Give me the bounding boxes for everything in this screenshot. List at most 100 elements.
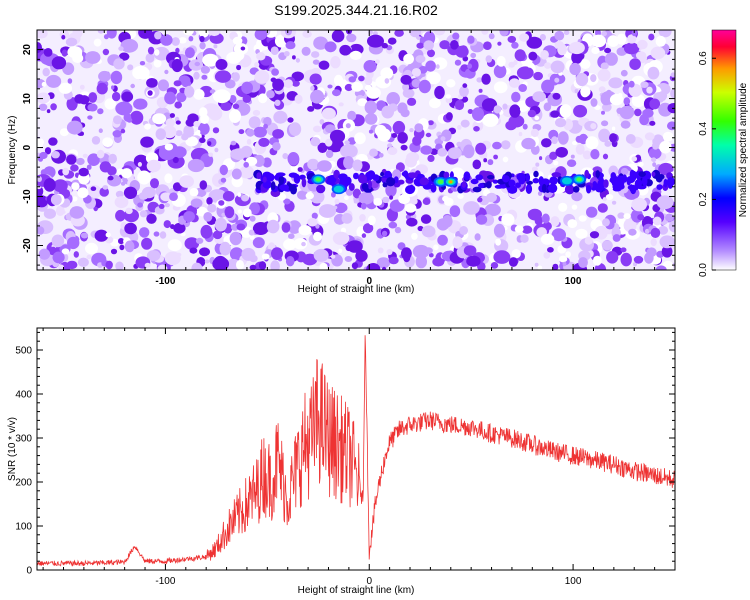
- heatmap-cell: [238, 129, 245, 135]
- heatmap-cell: [154, 31, 162, 40]
- heatmap-cell: [123, 186, 138, 199]
- heatmap-cell: [125, 207, 133, 215]
- heatmap-cell: [344, 83, 353, 92]
- heatmap-cell: [51, 56, 67, 70]
- heatmap-cell: [67, 78, 73, 84]
- heatmap-cell: [220, 177, 227, 183]
- heatmap-cell: [592, 255, 602, 266]
- heatmap-cell: [72, 30, 83, 39]
- heatmap-cell: [253, 126, 267, 138]
- x-tick-label: 0: [366, 576, 372, 587]
- heatmap-cell: [258, 93, 268, 104]
- heatmap-cell: [188, 36, 194, 42]
- heatmap-cell: [462, 83, 468, 88]
- heatmap-cell: [66, 260, 78, 270]
- heatmap-band-cell: [487, 175, 495, 180]
- heatmap-cell: [198, 30, 210, 38]
- heatmap-cell: [344, 256, 353, 262]
- heatmap-cell: [387, 143, 393, 148]
- heatmap-cell: [372, 31, 378, 36]
- heatmap-cell: [182, 30, 194, 36]
- heatmap-cell: [665, 213, 674, 222]
- heatmap-cell: [41, 81, 47, 87]
- heatmap-cell: [620, 69, 628, 77]
- heatmap-cell: [94, 229, 109, 242]
- heatmap-cell: [655, 35, 666, 47]
- heatmap-cell: [353, 199, 358, 204]
- heatmap-cell: [511, 41, 519, 49]
- snr-series-line: [37, 335, 675, 567]
- heatmap-cell: [426, 71, 441, 85]
- y-tick-label: 20: [22, 44, 33, 56]
- heatmap-cell: [338, 102, 344, 107]
- heatmap-cell: [307, 158, 319, 170]
- heatmap-cell: [535, 162, 540, 167]
- snr-x-label: Height of straight line (km): [298, 585, 415, 596]
- heatmap-cell: [133, 98, 148, 110]
- heatmap-cell: [629, 58, 641, 70]
- heatmap-cell: [332, 231, 350, 245]
- heatmap-cell: [77, 187, 89, 198]
- heatmap-cell: [111, 85, 115, 90]
- heatmap-cell: [467, 109, 474, 114]
- heatmap-cell: [266, 219, 280, 234]
- heatmap-cell: [85, 51, 101, 64]
- heatmap-band-cell: [419, 177, 429, 186]
- heatmap-cell: [208, 152, 214, 157]
- heatmap-band-cell: [518, 174, 526, 185]
- heatmap-cell: [331, 191, 336, 198]
- heatmap-cell: [518, 131, 523, 137]
- heatmap-cell: [110, 70, 123, 85]
- heatmap-cell: [236, 260, 244, 270]
- heatmap-cell: [388, 221, 398, 229]
- heatmap-cell: [408, 30, 422, 38]
- heatmap-cell: [355, 249, 368, 262]
- heatmap-cell: [60, 210, 66, 215]
- heatmap-cell: [468, 58, 479, 72]
- heatmap-cell: [348, 76, 357, 83]
- heatmap-cell: [129, 110, 144, 125]
- heatmap-cell: [150, 178, 159, 189]
- heatmap-cell: [659, 140, 672, 154]
- heatmap-cell: [301, 241, 306, 247]
- y-tick-label: 0: [22, 144, 33, 150]
- heatmap-cell: [644, 132, 655, 141]
- heatmap-cell: [476, 214, 488, 225]
- heatmap-cell: [493, 154, 498, 160]
- heatmap-cell: [178, 75, 191, 86]
- heatmap-band-cell: [638, 171, 646, 178]
- heatmap-cell: [609, 93, 624, 106]
- heatmap-cell: [246, 128, 255, 137]
- heatmap-cell: [195, 237, 204, 244]
- heatmap-band-cell: [357, 174, 368, 184]
- heatmap-cell: [82, 153, 88, 158]
- heatmap-band-cell: [564, 184, 575, 195]
- heatmap-cell: [120, 128, 126, 134]
- heatmap-cell: [215, 59, 228, 70]
- heatmap-band-cell: [475, 174, 484, 181]
- heatmap-cell: [42, 67, 50, 77]
- heatmap-cell: [105, 232, 111, 238]
- heatmap-cell: [554, 30, 565, 41]
- heatmap-cell: [550, 216, 560, 227]
- heatmap-cell: [537, 191, 543, 197]
- heatmap-cell: [293, 238, 308, 250]
- heatmap-cell: [580, 59, 591, 69]
- heatmap-cell: [572, 140, 578, 146]
- heatmap-cell: [73, 251, 80, 258]
- heatmap-cell: [571, 191, 583, 202]
- heatmap-cell: [181, 133, 189, 141]
- heatmap-cell: [115, 209, 126, 222]
- heatmap-cell: [295, 58, 300, 63]
- heatmap-cell: [65, 37, 78, 47]
- heatmap-cell: [160, 192, 172, 202]
- heatmap-band-cell: [401, 171, 407, 177]
- heatmap-cell: [467, 35, 475, 44]
- heatmap-cell: [341, 213, 353, 224]
- heatmap-cell: [493, 105, 502, 114]
- heatmap-cell: [352, 159, 363, 172]
- colorbar-gradient: [712, 30, 736, 270]
- heatmap-cell: [375, 59, 380, 64]
- heatmap-cell: [420, 145, 433, 155]
